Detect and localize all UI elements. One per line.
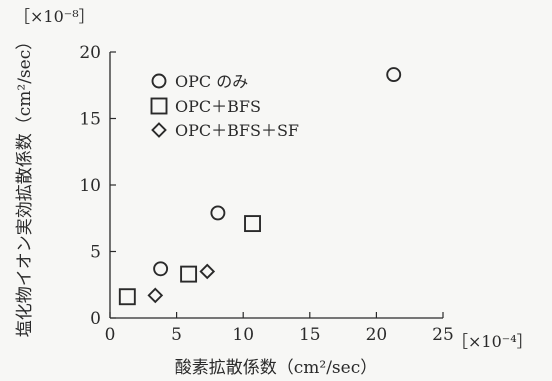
axes xyxy=(109,52,443,319)
legend: OPC のみ OPC＋BFS OPC＋BFS＋SF xyxy=(150,72,299,140)
x-tick-label: 20 xyxy=(366,325,388,345)
legend-entry-label: OPC＋BFS xyxy=(175,97,261,116)
x-axis-label: 酸素拡散係数（cm²/sec） xyxy=(175,358,378,378)
x-tick-label: 15 xyxy=(299,325,321,345)
x-tick-label: 25 xyxy=(432,325,454,345)
x-scale-label: ［×10⁻⁴］ xyxy=(452,332,533,351)
legend-square-icon xyxy=(150,97,168,115)
circle-data-point xyxy=(153,261,169,277)
y-tick-label: 0 xyxy=(90,309,101,329)
x-tick-label: 10 xyxy=(232,325,254,345)
y-tick-label: 5 xyxy=(90,243,101,263)
legend-entry-label: OPC＋BFS＋SF xyxy=(175,121,299,140)
x-ticks: 0 5 10 15 20 25 xyxy=(105,312,454,345)
diamond-data-point xyxy=(147,287,164,304)
data-points xyxy=(118,67,402,306)
diamond-data-point xyxy=(199,263,216,280)
square-data-point xyxy=(244,215,261,233)
legend-entry-label: OPC のみ xyxy=(175,72,248,91)
circle-data-point xyxy=(210,205,226,221)
legend-circle-icon xyxy=(151,73,167,89)
x-tick-label: 5 xyxy=(171,325,182,345)
y-tick-label: 10 xyxy=(79,176,101,196)
square-data-point xyxy=(180,265,198,283)
circle-data-point xyxy=(386,67,402,83)
y-tick-label: 20 xyxy=(79,43,101,63)
y-scale-label: ［×10⁻⁸］ xyxy=(14,7,95,26)
square-data-point xyxy=(118,288,136,306)
y-axis-label: 塩化物イオン実効拡散係数（cm²/sec） xyxy=(15,33,35,338)
x-tick-label: 0 xyxy=(105,325,116,345)
y-tick-label: 15 xyxy=(79,110,101,130)
legend-diamond-icon xyxy=(151,122,167,138)
y-ticks: 0 5 10 15 20 xyxy=(79,43,116,329)
